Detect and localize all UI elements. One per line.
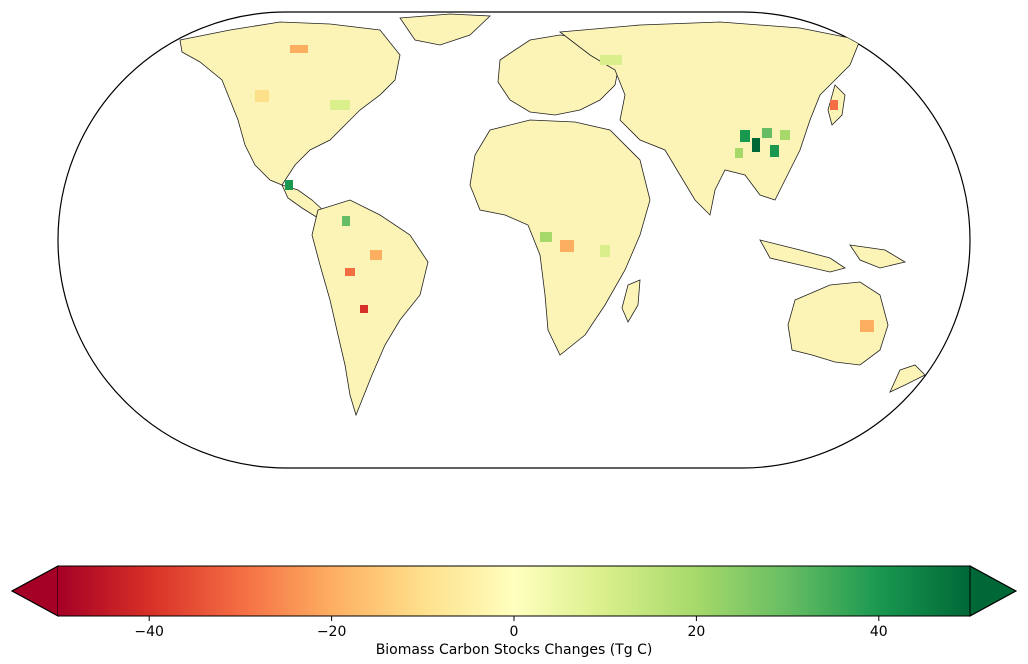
- colorbar-tick-label: 0: [510, 624, 519, 640]
- colorbar-right-extension: [969, 565, 1018, 617]
- colorbar-tick-label: −40: [134, 624, 164, 640]
- change-patches: [255, 45, 874, 332]
- north-america: [179, 21, 401, 186]
- land-group: [179, 13, 926, 417]
- colorbar-tick-label: −20: [317, 624, 347, 640]
- africa: [469, 119, 651, 356]
- colorbar-ticks: −40 −20 0 20 40: [134, 616, 888, 640]
- new-zealand: [889, 364, 926, 393]
- colorbar-label: Biomass Carbon Stocks Changes (Tg C): [376, 642, 653, 658]
- colorbar-tick-label: 20: [687, 624, 705, 640]
- colorbar-outline: [10, 565, 1018, 617]
- world-map: [57, 11, 971, 469]
- colorbar-left-extension: [10, 565, 59, 617]
- colorbar-body: [58, 566, 970, 616]
- australia: [787, 281, 889, 366]
- asia: [558, 21, 861, 216]
- south-america: [311, 199, 429, 417]
- colorbar-tick-label: 40: [870, 624, 888, 640]
- indonesia: [759, 239, 846, 273]
- madagascar: [621, 279, 641, 323]
- new-guinea: [849, 244, 907, 269]
- greenland: [399, 13, 491, 46]
